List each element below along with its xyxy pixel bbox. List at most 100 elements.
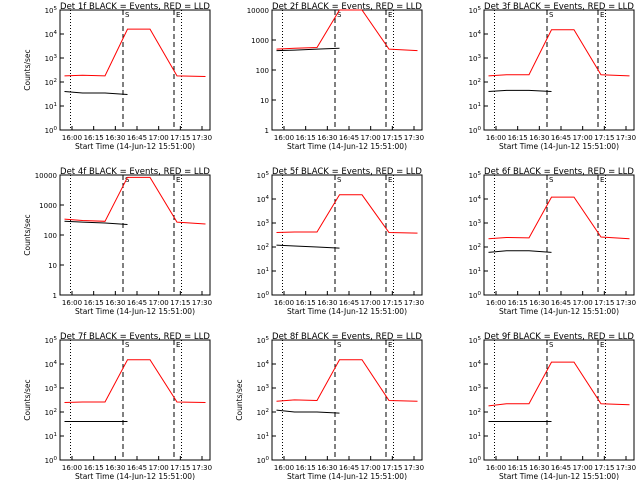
y-tick-label: 102: [469, 243, 481, 252]
x-tick-label: 16:15: [508, 134, 528, 142]
x-tick-label: 16:30: [105, 134, 125, 142]
x-tick-label: 17:30: [404, 464, 424, 472]
x-tick-label: 16:15: [84, 134, 104, 142]
x-tick-label: 16:15: [296, 464, 316, 472]
lld-series-line: [488, 29, 630, 77]
y-tick-label: 100: [257, 291, 270, 300]
end-marker-label: E: [176, 176, 180, 184]
y-tick-label: 102: [45, 408, 57, 417]
detector-panel: S E 16:00 16:15 16:30 16:45 17:00 17:15 17:30 100…: [235, 332, 424, 480]
x-tick-label: 16:15: [84, 464, 104, 472]
events-series-line: [276, 409, 340, 414]
y-tick-label: 10000: [247, 7, 269, 15]
x-tick-label: 16:45: [551, 299, 571, 307]
start-marker-label: S: [549, 341, 554, 349]
x-tick-label: 17:15: [594, 134, 614, 142]
y-tick-label: 104: [45, 360, 58, 369]
x-tick-label: 16:45: [339, 134, 359, 142]
x-tick-label: 17:30: [616, 134, 636, 142]
lld-series-line: [64, 359, 206, 403]
x-axis-label: Start Time (14-Jun-12 15:51:00): [287, 142, 407, 151]
x-tick-label: 17:30: [192, 299, 212, 307]
plot-frame: [59, 9, 211, 131]
y-tick-label: 101: [469, 432, 481, 441]
y-tick-label: 1: [265, 127, 269, 135]
x-tick-label: 17:00: [361, 134, 381, 142]
x-axis-label: Start Time (14-Jun-12 15:51:00): [499, 142, 619, 151]
lld-series-line: [488, 361, 630, 407]
detector-panel: S E 16:00 16:15 16:30 16:45 17:00 17:15 17:30 100…: [469, 167, 637, 316]
x-tick-label: 16:30: [317, 464, 337, 472]
x-tick-label: 16:45: [339, 464, 359, 472]
start-marker-label: S: [549, 176, 554, 184]
y-tick-label: 102: [257, 408, 269, 417]
end-marker-label: E: [600, 341, 604, 349]
y-tick-label: 101: [469, 267, 481, 276]
x-tick-label: 17:00: [149, 134, 169, 142]
y-tick-label: 10: [260, 97, 269, 105]
start-marker-label: S: [125, 341, 130, 349]
x-tick-label: 16:45: [127, 464, 147, 472]
x-tick-label: 17:00: [573, 299, 593, 307]
plot-frame: [59, 174, 211, 296]
y-tick-label: 103: [469, 384, 482, 393]
x-tick-label: 16:00: [274, 134, 294, 142]
x-tick-label: 17:00: [573, 464, 593, 472]
y-tick-label: 100: [257, 456, 270, 465]
start-marker-label: S: [125, 11, 130, 19]
x-tick-label: 17:00: [361, 464, 381, 472]
x-tick-label: 16:00: [486, 299, 506, 307]
x-tick-label: 16:45: [339, 299, 359, 307]
start-marker-label: S: [337, 11, 342, 19]
y-tick-label: 105: [45, 6, 58, 15]
events-series-line: [64, 91, 128, 96]
y-tick-label: 103: [45, 384, 58, 393]
x-tick-label: 16:00: [62, 134, 82, 142]
events-series-line: [276, 244, 340, 249]
panel-title: Det 6f BLACK = Events, RED = LLD: [484, 167, 634, 177]
x-axis-label: Start Time (14-Jun-12 15:51:00): [287, 307, 407, 316]
y-tick-label: 105: [469, 171, 482, 180]
x-axis-label: Start Time (14-Jun-12 15:51:00): [75, 307, 195, 316]
events-series-line: [276, 47, 340, 52]
y-tick-label: 104: [469, 30, 482, 39]
lld-series-line: [276, 359, 418, 402]
y-tick-label: 100: [256, 67, 269, 75]
y-tick-label: 100: [469, 291, 482, 300]
start-marker-label: S: [337, 176, 342, 184]
x-tick-label: 16:15: [296, 299, 316, 307]
y-axis-label: Counts/sec: [23, 379, 32, 420]
start-marker-label: S: [549, 11, 554, 19]
x-axis-label: Start Time (14-Jun-12 15:51:00): [75, 142, 195, 151]
panel-title: Det 7f BLACK = Events, RED = LLD: [60, 332, 210, 342]
x-tick-label: 16:30: [529, 464, 549, 472]
end-marker-label: E: [388, 176, 392, 184]
y-axis-label: Counts/sec: [235, 379, 244, 420]
y-tick-label: 10000: [35, 172, 57, 180]
x-tick-label: 17:00: [573, 134, 593, 142]
detector-panel: S E 16:00 16:15 16:30 16:45 17:00 17:15 17:30 100…: [469, 332, 637, 480]
start-marker-label: S: [125, 176, 130, 184]
y-tick-label: 100: [45, 456, 58, 465]
detector-panel: S E 16:00 16:15 16:30 16:45 17:00 17:15 17:30 100…: [23, 2, 212, 151]
y-tick-label: 104: [257, 360, 270, 369]
y-tick-label: 102: [45, 78, 57, 87]
x-tick-label: 17:30: [616, 464, 636, 472]
y-tick-label: 104: [257, 195, 270, 204]
plot-frame: [483, 9, 635, 131]
y-tick-label: 100: [44, 232, 57, 240]
y-tick-label: 103: [45, 54, 58, 63]
end-marker-label: E: [176, 11, 180, 19]
panel-title: Det 1f BLACK = Events, RED = LLD: [60, 2, 210, 12]
y-tick-label: 1: [53, 292, 57, 300]
x-tick-label: 17:15: [382, 464, 402, 472]
y-tick-label: 100: [469, 126, 482, 135]
x-tick-label: 16:30: [317, 134, 337, 142]
y-tick-label: 103: [469, 219, 482, 228]
y-tick-label: 105: [469, 336, 482, 345]
y-tick-label: 101: [45, 432, 57, 441]
y-tick-label: 102: [257, 243, 269, 252]
x-tick-label: 17:15: [594, 299, 614, 307]
y-tick-label: 101: [257, 267, 269, 276]
